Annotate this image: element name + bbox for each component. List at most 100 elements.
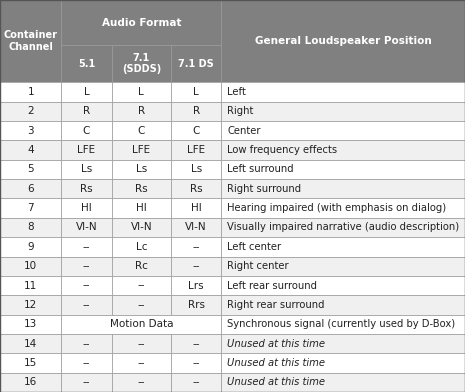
Bar	[112, 45, 171, 82]
Bar	[61, 160, 112, 179]
Bar	[61, 353, 112, 373]
Bar	[221, 121, 465, 140]
Bar	[61, 218, 112, 237]
Bar	[0, 276, 61, 295]
Bar	[171, 102, 221, 121]
Text: Visually impaired narrative (audio description): Visually impaired narrative (audio descr…	[227, 223, 459, 232]
Bar	[0, 160, 61, 179]
Text: 3: 3	[27, 126, 34, 136]
Text: --: --	[83, 358, 90, 368]
Bar	[0, 256, 61, 276]
Text: Rs: Rs	[80, 184, 93, 194]
Text: 8: 8	[27, 223, 34, 232]
Text: VI-N: VI-N	[186, 223, 207, 232]
Text: VI-N: VI-N	[131, 223, 152, 232]
Text: Right center: Right center	[227, 261, 289, 271]
Bar	[221, 334, 465, 353]
Text: --: --	[83, 261, 90, 271]
Bar	[171, 45, 221, 82]
Bar	[221, 218, 465, 237]
Bar	[171, 276, 221, 295]
Bar	[0, 373, 61, 392]
Bar	[0, 179, 61, 198]
Text: Hearing impaired (with emphasis on dialog): Hearing impaired (with emphasis on dialo…	[227, 203, 446, 213]
Bar	[171, 256, 221, 276]
Bar	[221, 82, 465, 102]
Text: --: --	[138, 281, 145, 290]
Bar	[0, 0, 61, 82]
Bar	[171, 334, 221, 353]
Bar	[61, 121, 112, 140]
Text: Right rear surround: Right rear surround	[227, 300, 325, 310]
Bar	[61, 140, 112, 160]
Text: C: C	[138, 126, 145, 136]
Text: HI: HI	[191, 203, 202, 213]
Bar	[0, 237, 61, 256]
Bar	[112, 218, 171, 237]
Text: Rrs: Rrs	[188, 300, 205, 310]
Bar	[221, 179, 465, 198]
Text: 1: 1	[27, 87, 34, 97]
Bar	[112, 373, 171, 392]
Text: --: --	[138, 358, 145, 368]
Bar	[221, 140, 465, 160]
Bar	[171, 295, 221, 314]
Bar	[112, 179, 171, 198]
Text: Motion Data: Motion Data	[110, 319, 173, 329]
Text: Ls: Ls	[191, 164, 202, 174]
Text: Lc: Lc	[136, 242, 147, 252]
Text: VI-N: VI-N	[76, 223, 97, 232]
Bar	[0, 353, 61, 373]
Text: 13: 13	[24, 319, 37, 329]
Bar	[0, 198, 61, 218]
Bar	[61, 334, 112, 353]
Bar	[171, 121, 221, 140]
Bar	[171, 373, 221, 392]
Text: 11: 11	[24, 281, 37, 290]
Text: LFE: LFE	[78, 145, 95, 155]
Text: General Loudspeaker Position: General Loudspeaker Position	[255, 36, 432, 46]
Text: --: --	[83, 377, 90, 387]
Bar	[171, 82, 221, 102]
Bar	[61, 295, 112, 314]
Text: --: --	[138, 300, 145, 310]
Bar	[112, 198, 171, 218]
Text: 2: 2	[27, 106, 34, 116]
Bar	[61, 45, 112, 82]
Bar	[61, 373, 112, 392]
Bar	[221, 102, 465, 121]
Bar	[171, 140, 221, 160]
Text: Left center: Left center	[227, 242, 281, 252]
Text: --: --	[83, 339, 90, 348]
Text: LFE: LFE	[187, 145, 205, 155]
Bar	[61, 82, 112, 102]
Text: C: C	[193, 126, 200, 136]
Text: --: --	[193, 261, 200, 271]
Text: Rs: Rs	[135, 184, 148, 194]
Bar	[221, 237, 465, 256]
Bar	[112, 295, 171, 314]
Bar	[221, 276, 465, 295]
Bar	[61, 0, 221, 45]
Bar	[112, 121, 171, 140]
Bar	[171, 237, 221, 256]
Text: Container
Channel: Container Channel	[4, 30, 58, 52]
Text: Left rear surround: Left rear surround	[227, 281, 318, 290]
Text: L: L	[193, 87, 199, 97]
Text: --: --	[83, 300, 90, 310]
Bar	[0, 295, 61, 314]
Bar	[0, 121, 61, 140]
Text: L: L	[84, 87, 89, 97]
Text: --: --	[193, 339, 200, 348]
Text: 10: 10	[24, 261, 37, 271]
Text: --: --	[193, 358, 200, 368]
Text: 7: 7	[27, 203, 34, 213]
Text: Low frequency effects: Low frequency effects	[227, 145, 338, 155]
Text: R: R	[193, 106, 200, 116]
Text: Ls: Ls	[136, 164, 147, 174]
Text: 4: 4	[27, 145, 34, 155]
Text: Left surround: Left surround	[227, 164, 294, 174]
Text: Center: Center	[227, 126, 261, 136]
Bar	[112, 353, 171, 373]
Text: 5: 5	[27, 164, 34, 174]
